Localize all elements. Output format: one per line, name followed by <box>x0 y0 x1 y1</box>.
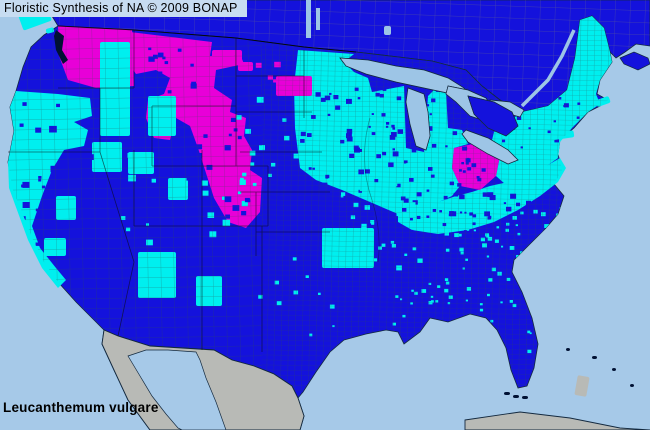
bahama-islet-4 <box>630 384 634 387</box>
bahama-island-gray <box>574 375 590 397</box>
bahama-islet-3 <box>612 368 616 371</box>
species-name-label: Leucanthemum vulgare <box>3 400 159 415</box>
region-nova-scotia <box>619 51 650 71</box>
lake-winnipeg <box>306 0 311 38</box>
lake-manitoba <box>316 8 320 30</box>
florida-key-3 <box>522 396 528 399</box>
florida-key-2 <box>513 395 519 398</box>
us-canada-border <box>57 25 357 53</box>
florida-key-1 <box>504 392 510 395</box>
bahama-islet-2 <box>592 356 597 359</box>
region-cuba <box>464 411 650 430</box>
canada-county-texture <box>44 0 650 112</box>
state-borders <box>8 30 330 352</box>
st-lawrence-river <box>520 29 576 108</box>
map-title: Floristic Synthesis of NA © 2009 BONAP <box>0 0 247 17</box>
gulf-of-california <box>127 349 227 430</box>
lake-of-the-woods <box>384 26 391 35</box>
puget-sound-water <box>54 30 68 64</box>
bahama-islet-1 <box>566 348 570 351</box>
mississippi-river-border <box>364 117 380 263</box>
